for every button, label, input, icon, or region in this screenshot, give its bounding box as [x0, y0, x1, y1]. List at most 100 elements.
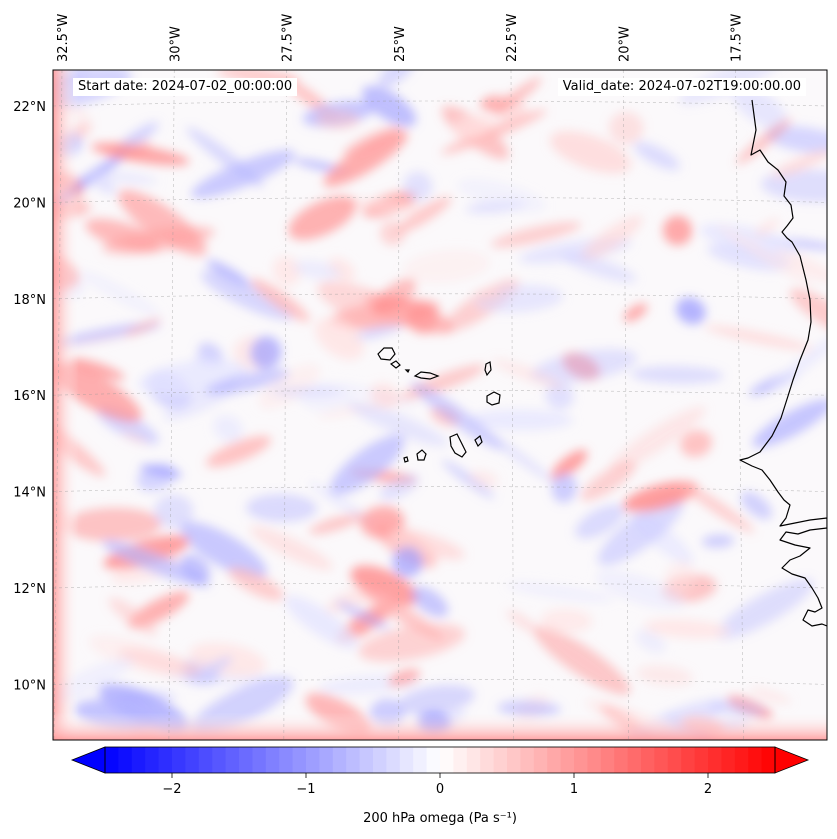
colorbar-cell: [145, 747, 160, 773]
colorbar-extend-max: [774, 746, 810, 774]
omega-blob: [597, 498, 684, 566]
colorbar-cell: [118, 747, 133, 773]
omega-blob: [108, 597, 158, 636]
latitude-label: 14°N: [13, 486, 46, 501]
island-maio: [474, 434, 483, 448]
omega-blob: [272, 255, 301, 287]
omega-blob: [506, 582, 614, 603]
omega-blob: [258, 364, 320, 409]
omega-blob: [562, 252, 637, 283]
omega-blob: [635, 629, 666, 653]
longitude-label: 25°W: [393, 26, 408, 62]
colorbar-tick-label: −1: [296, 782, 315, 797]
omega-blob: [250, 336, 282, 369]
omega-blob: [63, 507, 162, 542]
colorbar-cell: [359, 747, 374, 773]
map-panel: 32.5°W 30°W 27.5°W 25°W 22.5°W 20°W 17.5°W 22°…: [13, 14, 828, 741]
omega-blob: [94, 171, 159, 185]
latitude-label: 22°N: [13, 100, 46, 115]
meridian-line: [283, 70, 287, 740]
omega-blob: [545, 382, 574, 410]
colorbar-cell: [319, 747, 334, 773]
colorbar-cell: [252, 747, 267, 773]
omega-blob: [774, 250, 827, 284]
colorbar-cell: [105, 747, 119, 773]
colorbar-cells: [105, 747, 776, 773]
parallel-line: [53, 293, 827, 300]
parallel-line: [53, 389, 827, 396]
island-santo-antao: [377, 347, 396, 361]
colorbar-cell: [627, 747, 642, 773]
omega-blob: [609, 406, 706, 472]
colorbar-cell: [614, 747, 629, 773]
omega-blob: [506, 610, 540, 634]
colorbar: −2 −1 0 1 2 200 hPa omega (Pa s⁻¹): [70, 746, 810, 826]
omega-blob: [580, 461, 637, 501]
colorbar-cell: [131, 747, 146, 773]
omega-blob: [740, 491, 773, 520]
colorbar-cell: [399, 747, 414, 773]
omega-blob: [351, 323, 404, 341]
omega-blob: [91, 142, 190, 166]
colorbar-cell: [493, 747, 508, 773]
meridian-line: [735, 70, 744, 740]
omega-blob: [293, 260, 342, 280]
omega-blob: [765, 126, 827, 154]
omega-blob: [715, 578, 814, 640]
omega-blob: [308, 513, 364, 535]
omega-blob: [452, 114, 495, 140]
island-fogo: [416, 449, 427, 461]
colorbar-tick-label: −2: [162, 782, 181, 797]
island-santiago: [449, 433, 467, 458]
omega-blob: [180, 554, 211, 583]
omega-blob: [347, 401, 448, 447]
omega-blob: [623, 303, 648, 322]
colorbar-tick-label: 1: [570, 782, 578, 797]
colorbar-extend-min: [70, 746, 106, 774]
omega-blob: [534, 626, 631, 695]
omega-blob: [411, 382, 504, 451]
parallel-line: [53, 100, 827, 107]
longitude-label: 17.5°W: [730, 14, 745, 62]
omega-blob: [213, 415, 244, 443]
colorbar-cell: [641, 747, 655, 773]
colorbar-cell: [225, 747, 240, 773]
graticule: [53, 70, 827, 740]
island-sao-nicolau: [413, 371, 440, 380]
omega-blob: [250, 278, 310, 322]
omega-blob: [396, 196, 452, 234]
colorbar-cell: [681, 747, 696, 773]
omega-blob: [317, 280, 407, 326]
omega-blob: [468, 409, 573, 431]
omega-blob: [269, 385, 344, 398]
omega-blob: [636, 665, 693, 686]
colorbar-cell: [426, 747, 441, 773]
omega-blob: [288, 196, 357, 240]
colorbar-cell: [158, 747, 173, 773]
omega-blob: [228, 567, 284, 601]
omega-blob: [284, 595, 358, 649]
colorbar-cell: [453, 747, 468, 773]
latitude-label: 18°N: [13, 293, 46, 308]
latitude-label: 12°N: [13, 582, 46, 597]
omega-blob: [249, 526, 333, 571]
omega-blob: [490, 221, 582, 248]
omega-blob: [761, 169, 827, 203]
omega-blob: [633, 141, 680, 171]
omega-blob: [622, 481, 698, 513]
colorbar-cell: [600, 747, 615, 773]
omega-blob: [362, 85, 417, 127]
meridian-line: [510, 70, 514, 740]
colorbar-cell: [172, 747, 186, 773]
omega-blob: [491, 77, 542, 116]
longitude-label: 30°W: [168, 26, 183, 62]
colorbar-cell: [507, 747, 521, 773]
omega-blob: [329, 434, 405, 496]
omega-blob: [608, 111, 644, 145]
omega-blob: [789, 288, 827, 337]
meridian-line: [53, 70, 63, 740]
omega-blob: [201, 656, 233, 675]
omega-blob: [704, 325, 813, 351]
parallel-line: [53, 582, 827, 589]
